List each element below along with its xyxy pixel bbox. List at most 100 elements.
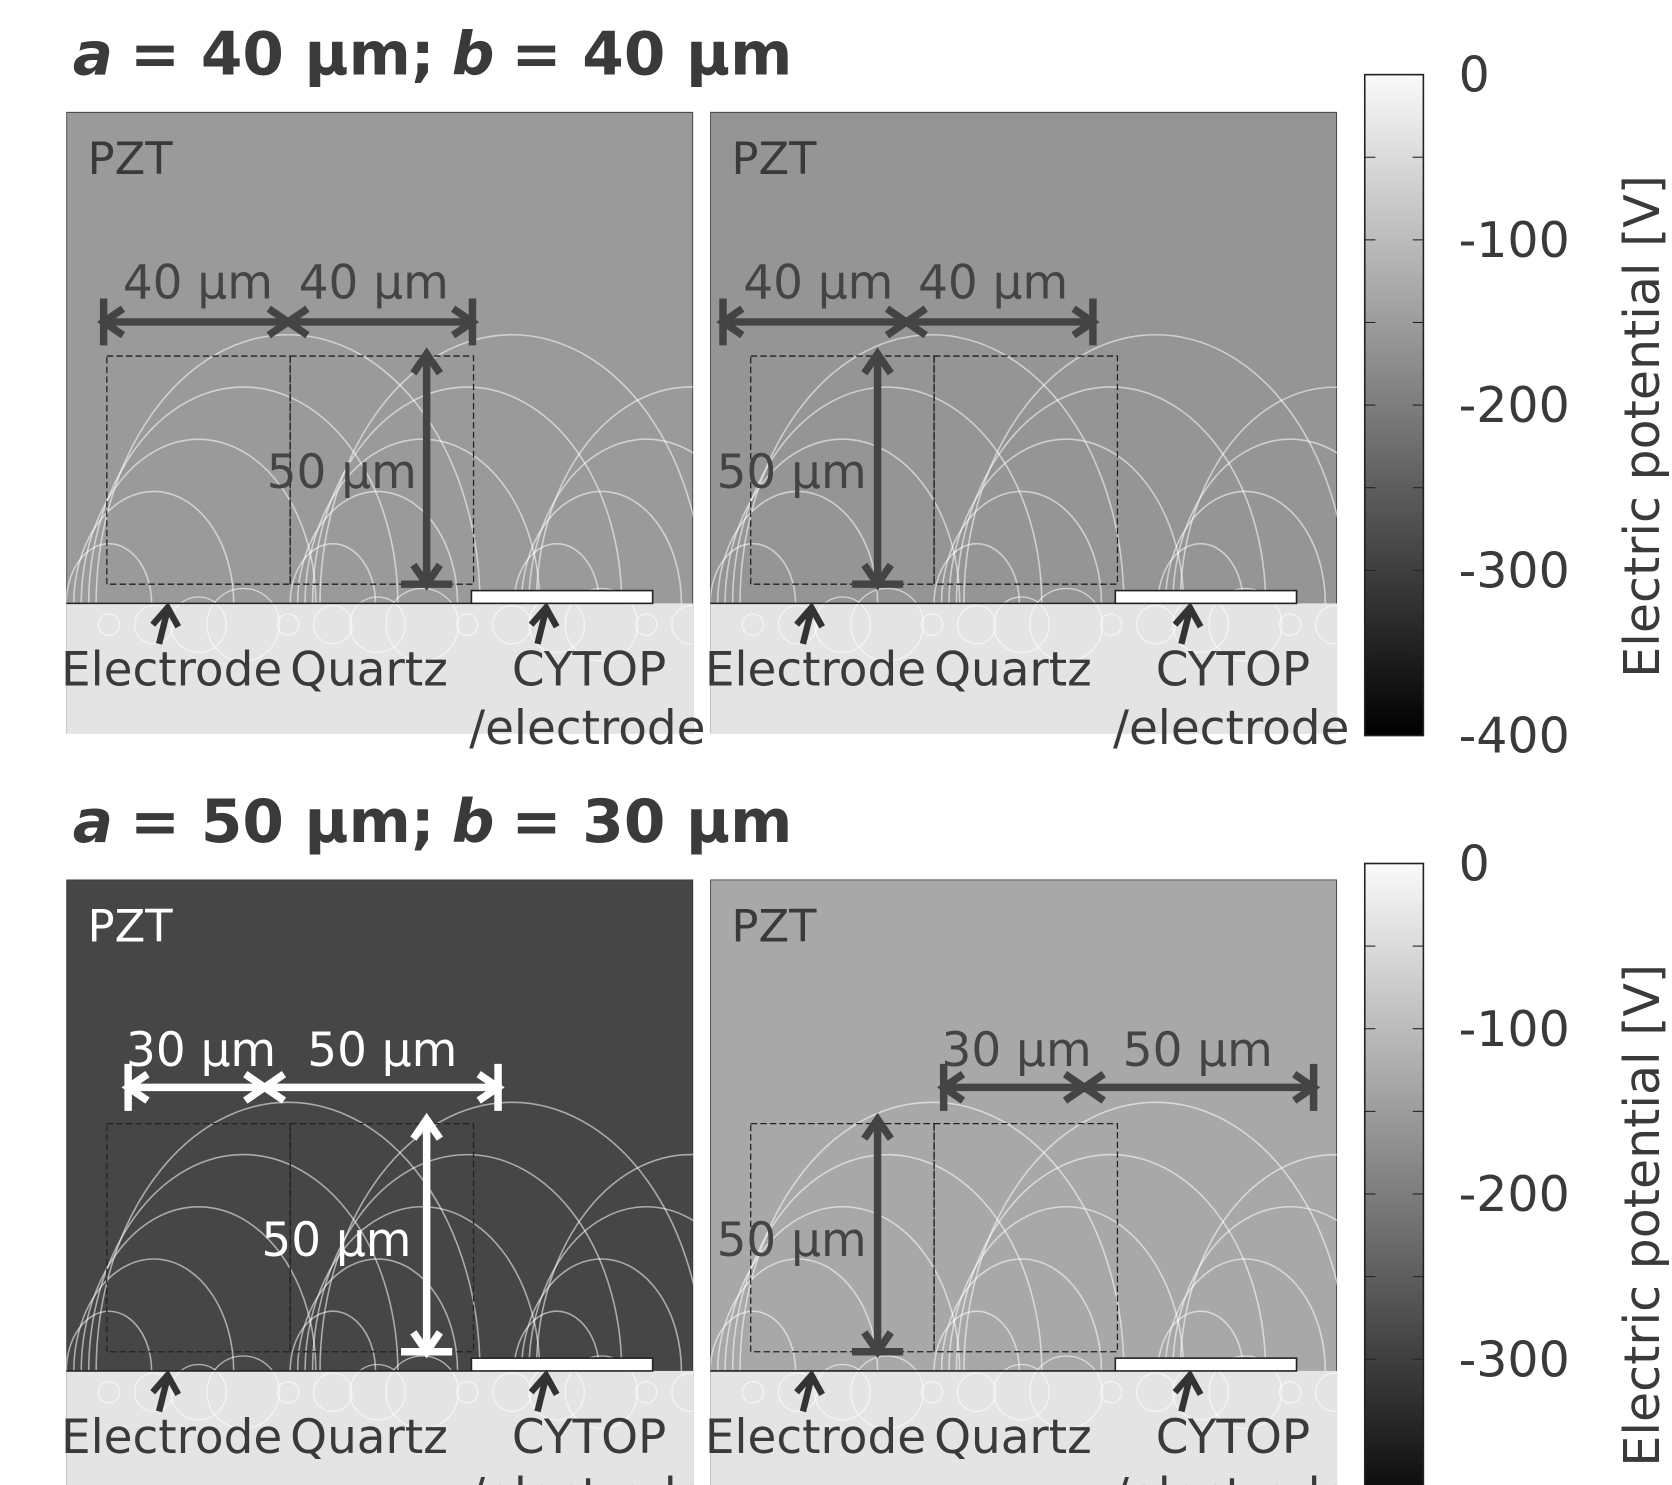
field-loop — [993, 596, 1050, 654]
field-line — [535, 1153, 694, 1371]
field-line — [311, 386, 623, 604]
simulation-panel — [710, 879, 1338, 1485]
cytop-label: CYTOP — [1156, 1410, 1310, 1465]
simulation-panel — [710, 111, 1338, 734]
dim-label: 30 µm — [942, 1023, 1092, 1078]
field-line — [296, 490, 459, 604]
dim-label: 40 µm — [299, 255, 449, 310]
quartz-label: Quartz — [934, 642, 1092, 697]
material-label: PZT — [88, 132, 174, 185]
field-line — [66, 542, 153, 604]
title-part: b — [452, 788, 495, 857]
field-line — [1172, 1206, 1338, 1371]
field-line — [955, 1153, 1267, 1371]
field-line — [72, 490, 235, 604]
field-line — [955, 386, 1267, 604]
field-line — [963, 1101, 1338, 1371]
field-line — [933, 542, 1021, 604]
field-loop — [741, 1380, 765, 1404]
field-loop — [993, 1363, 1050, 1421]
field-line — [963, 333, 1338, 604]
arrow-head — [861, 1112, 894, 1141]
arrow-head — [410, 1112, 443, 1141]
field-loop — [1099, 613, 1123, 637]
field-line — [940, 490, 1103, 604]
colorbar-label: Electric potential [V] — [1613, 964, 1671, 1467]
field-loop — [170, 1363, 227, 1421]
field-line — [940, 1258, 1103, 1371]
field-line — [513, 542, 601, 604]
well-outline — [933, 1122, 1119, 1353]
field-loop — [1208, 1355, 1283, 1430]
field-line — [1172, 438, 1338, 604]
colorbar-tick-label: -300 — [1459, 1330, 1570, 1388]
field-line — [95, 1101, 481, 1371]
title-part: a — [73, 788, 113, 857]
field-line — [66, 1310, 153, 1371]
field-loop — [634, 1380, 658, 1404]
dim-label: 40 µm — [743, 255, 893, 310]
field-line — [948, 1206, 1185, 1371]
colorbar-tick-label: -100 — [1459, 211, 1570, 269]
well-outline — [750, 355, 935, 585]
field-line — [520, 1258, 683, 1371]
arrow-head — [1077, 1071, 1106, 1104]
pointer — [799, 609, 815, 645]
pointer — [534, 1376, 550, 1413]
pointer-head — [1172, 1369, 1204, 1396]
field-line — [289, 1310, 377, 1371]
well-outline — [106, 1122, 291, 1353]
electrode-label: Electrode — [705, 642, 926, 697]
field-line — [1179, 386, 1338, 604]
well-outline — [289, 1122, 475, 1353]
field-loop — [814, 1363, 871, 1421]
field-line — [1164, 1258, 1327, 1371]
pointer-head — [528, 1369, 560, 1396]
field-line — [724, 1206, 961, 1371]
colorbar-tick-label: -300 — [1459, 541, 1570, 599]
title-part: = 50 µm; — [130, 788, 435, 857]
dim-label: 50 µm — [261, 1213, 411, 1268]
field-line — [933, 1310, 1021, 1371]
dim-label: 50 µm — [1123, 1023, 1273, 1078]
pointer — [1178, 609, 1194, 645]
title-part: a — [73, 21, 113, 90]
field-loop — [814, 596, 871, 654]
field-line — [716, 1258, 879, 1371]
simulation-panel — [66, 111, 694, 734]
field-line — [311, 1153, 623, 1371]
dim-label: 40 µm — [918, 255, 1068, 310]
pointer-head — [794, 1369, 825, 1396]
cytop-label: CYTOP — [1156, 642, 1310, 697]
material-label: PZT — [732, 899, 818, 952]
dim-label: 50 µm — [267, 445, 417, 500]
title-part: b — [452, 21, 495, 90]
electrode-label: Electrode — [61, 642, 282, 697]
dim-label: 50 µm — [717, 1213, 867, 1268]
field-loop — [777, 1372, 818, 1413]
field-loop — [850, 587, 925, 662]
pointer — [799, 1376, 815, 1413]
dim-label: 30 µm — [126, 1023, 276, 1078]
colorbar-tick-label: -400 — [1459, 707, 1570, 765]
colorbar-tick-label: 0 — [1459, 835, 1490, 893]
cytop-label: /electrode — [1113, 1469, 1349, 1485]
colorbar-tick-label: -100 — [1459, 1000, 1570, 1058]
field-line — [710, 542, 797, 604]
field-loop — [276, 613, 300, 637]
field-line — [80, 1206, 317, 1371]
colorbar-label: Electric potential [V] — [1613, 175, 1671, 678]
field-line — [948, 438, 1185, 604]
field-line — [72, 1258, 235, 1371]
field-line — [319, 1101, 694, 1371]
field-loop — [312, 604, 353, 645]
pointer-head — [1172, 602, 1204, 629]
quartz-label: Quartz — [934, 1410, 1092, 1465]
quartz-label: Quartz — [290, 642, 448, 697]
field-line — [528, 1206, 694, 1371]
arrow-head — [257, 1071, 287, 1104]
well-outline — [933, 355, 1119, 585]
row-title: a = 50 µm; b = 30 µm — [73, 788, 793, 857]
field-line — [535, 386, 694, 604]
